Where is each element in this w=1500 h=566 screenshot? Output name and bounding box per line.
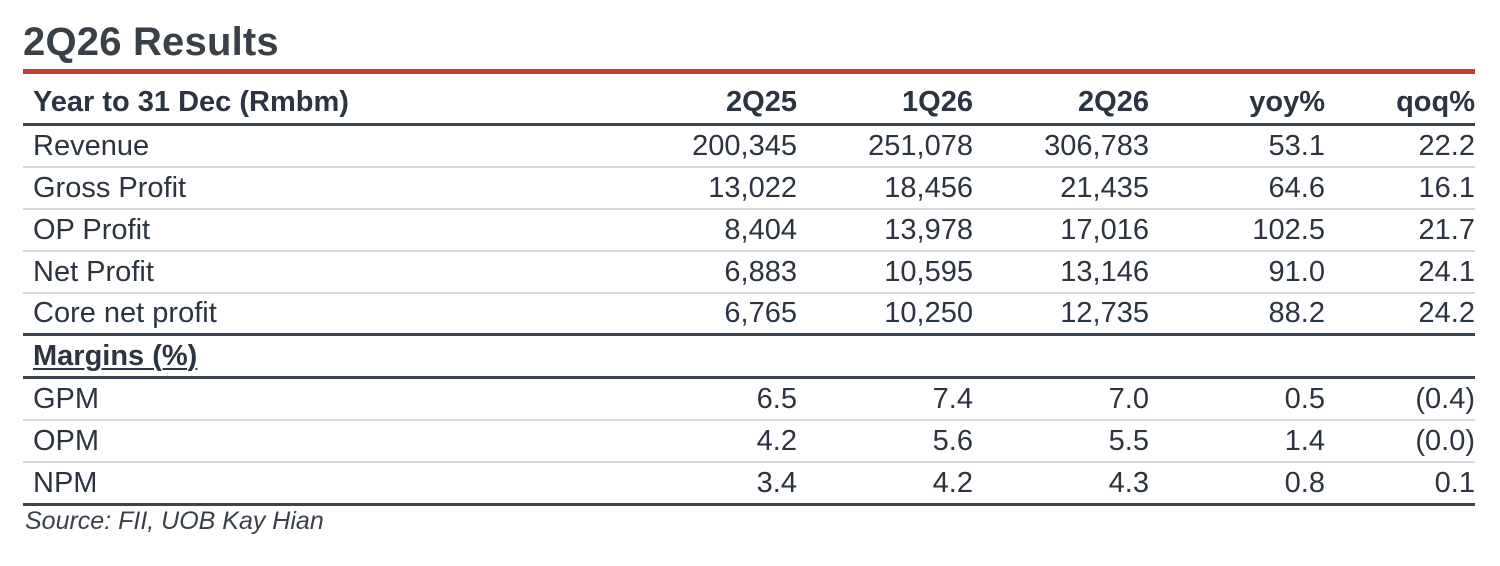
- cell-value: (0.4): [1325, 377, 1475, 421]
- cell-value: 4.2: [621, 420, 797, 463]
- cell-value: 13,978: [797, 209, 973, 252]
- header-label: Year to 31 Dec (Rmbm): [23, 81, 621, 126]
- cell-value: 6,765: [621, 293, 797, 336]
- header-col-1q26: 1Q26: [797, 81, 973, 126]
- cell-value: 24.1: [1325, 251, 1475, 294]
- page-title: 2Q26 Results: [23, 20, 279, 64]
- cell-value: 21.7: [1325, 209, 1475, 252]
- header-col-2q26: 2Q26: [973, 81, 1149, 126]
- row-label: Core net profit: [23, 293, 621, 336]
- cell-value: 4.3: [973, 462, 1149, 506]
- cell-value: 200,345: [621, 124, 797, 168]
- table-header-row: Year to 31 Dec (Rmbm) 2Q25 1Q26 2Q26 yoy…: [23, 81, 1475, 126]
- cell-value: 21,435: [973, 167, 1149, 210]
- table-row-revenue: Revenue 200,345 251,078 306,783 53.1 22.…: [23, 124, 1475, 168]
- cell-value: 7.4: [797, 377, 973, 421]
- header-col-2q25: 2Q25: [621, 81, 797, 126]
- cell-value: 5.6: [797, 420, 973, 463]
- cell-value: 53.1: [1149, 124, 1325, 168]
- cell-value: 306,783: [973, 124, 1149, 168]
- table-row-core-net-profit: Core net profit 6,765 10,250 12,735 88.2…: [23, 293, 1475, 336]
- table-row-opm: OPM 4.2 5.6 5.5 1.4 (0.0): [23, 420, 1475, 463]
- row-label: NPM: [23, 462, 621, 506]
- cell-value: 18,456: [797, 167, 973, 210]
- section-row-margins: Margins (%): [23, 334, 1475, 379]
- row-label: Revenue: [23, 124, 621, 168]
- cell-value: 4.2: [797, 462, 973, 506]
- row-label: Net Profit: [23, 251, 621, 294]
- source-note: Source: FII, UOB Kay Hian: [25, 507, 324, 535]
- cell-value: 3.4: [621, 462, 797, 506]
- cell-value: 16.1: [1325, 167, 1475, 210]
- cell-value: 10,595: [797, 251, 973, 294]
- table-row-gpm: GPM 6.5 7.4 7.0 0.5 (0.4): [23, 377, 1475, 421]
- cell-value: (0.0): [1325, 420, 1475, 463]
- cell-value: 22.2: [1325, 124, 1475, 168]
- cell-value: 251,078: [797, 124, 973, 168]
- cell-value: 7.0: [973, 377, 1149, 421]
- cell-value: 8,404: [621, 209, 797, 252]
- cell-value: 91.0: [1149, 251, 1325, 294]
- cell-value: 0.1: [1325, 462, 1475, 506]
- header-col-qoq: qoq%: [1325, 81, 1475, 126]
- cell-value: 64.6: [1149, 167, 1325, 210]
- table-row-npm: NPM 3.4 4.2 4.3 0.8 0.1: [23, 462, 1475, 506]
- cell-value: 0.5: [1149, 377, 1325, 421]
- cell-value: 0.8: [1149, 462, 1325, 506]
- row-label: Gross Profit: [23, 167, 621, 210]
- header-col-yoy: yoy%: [1149, 81, 1325, 126]
- cell-value: 102.5: [1149, 209, 1325, 252]
- row-label: OPM: [23, 420, 621, 463]
- cell-value: 6.5: [621, 377, 797, 421]
- cell-value: 13,022: [621, 167, 797, 210]
- cell-value: 5.5: [973, 420, 1149, 463]
- cell-value: 12,735: [973, 293, 1149, 336]
- results-table: Year to 31 Dec (Rmbm) 2Q25 1Q26 2Q26 yoy…: [23, 81, 1475, 506]
- title-accent-rule: [23, 69, 1475, 74]
- cell-value: 1.4: [1149, 420, 1325, 463]
- cell-value: 10,250: [797, 293, 973, 336]
- table-row-op-profit: OP Profit 8,404 13,978 17,016 102.5 21.7: [23, 209, 1475, 252]
- cell-value: 17,016: [973, 209, 1149, 252]
- cell-value: 88.2: [1149, 293, 1325, 336]
- cell-value: 24.2: [1325, 293, 1475, 336]
- table-row-net-profit: Net Profit 6,883 10,595 13,146 91.0 24.1: [23, 251, 1475, 294]
- table-row-gross-profit: Gross Profit 13,022 18,456 21,435 64.6 1…: [23, 167, 1475, 210]
- section-label-margins: Margins (%): [33, 339, 198, 372]
- cell-value: 6,883: [621, 251, 797, 294]
- row-label: OP Profit: [23, 209, 621, 252]
- cell-value: 13,146: [973, 251, 1149, 294]
- row-label: GPM: [23, 377, 621, 421]
